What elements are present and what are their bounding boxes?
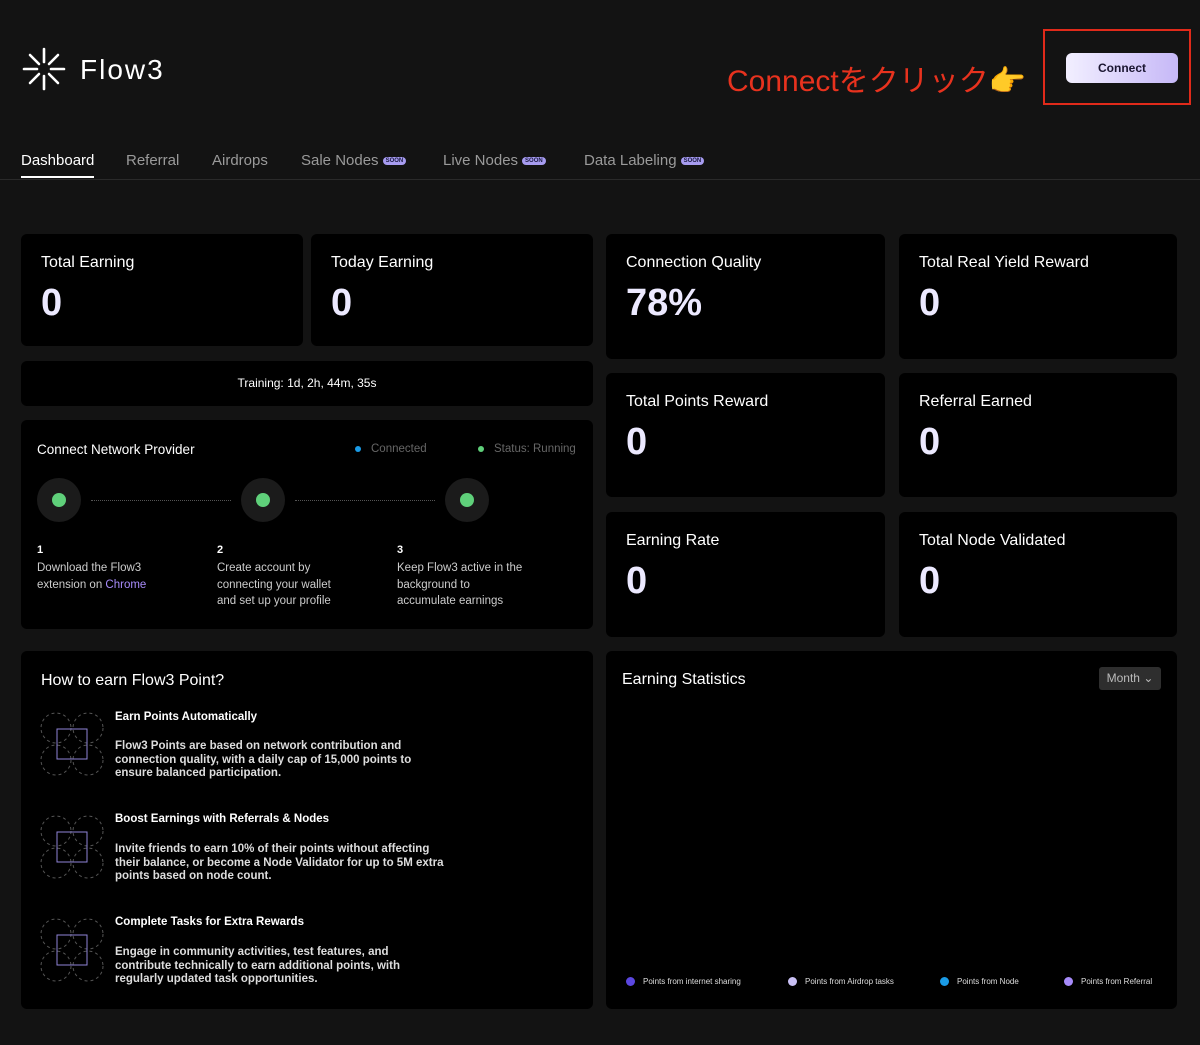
stat-label: Connection Quality bbox=[626, 254, 762, 271]
item-title: Earn Points Automatically bbox=[115, 711, 258, 723]
item-title: Complete Tasks for Extra Rewards bbox=[115, 916, 304, 928]
nav-tab[interactable]: Live Nodes SOON bbox=[443, 152, 546, 169]
nav-tab[interactable]: Data Labeling SOON bbox=[584, 152, 705, 169]
annotation: Connectをクリック👉 bbox=[727, 65, 1027, 98]
legend-dot bbox=[940, 977, 949, 987]
stats-title: Earning Statistics bbox=[622, 671, 746, 688]
stat-label: Today Earning bbox=[331, 254, 434, 271]
legend-item: Points from internet sharing bbox=[626, 977, 741, 987]
training-card: Training: 1d, 2h, 44m, 35s bbox=[21, 361, 593, 406]
stat-card: Total Points Reward 0 bbox=[606, 373, 885, 497]
item-icon bbox=[40, 712, 104, 776]
tab-label: Data Labeling bbox=[584, 152, 677, 169]
provider-card: Connect Network Provider Connected Statu… bbox=[21, 420, 593, 629]
stat-value: 0 bbox=[919, 560, 941, 602]
logo-icon bbox=[22, 47, 66, 91]
step-number: 1 bbox=[37, 544, 44, 556]
tab-label: Live Nodes bbox=[443, 152, 519, 169]
logo-text: Flow3 bbox=[80, 54, 165, 85]
stat-label: Total Points Reward bbox=[626, 393, 769, 410]
legend-dot bbox=[626, 977, 635, 987]
stat-card: Total Real Yield Reward 0 bbox=[899, 234, 1177, 359]
item-text: Invite friends to earn 10% of their poin… bbox=[115, 843, 444, 882]
stat-label: Total Node Validated bbox=[919, 532, 1066, 549]
status-running: Status: Running bbox=[478, 443, 576, 455]
nav-tab[interactable]: Referral bbox=[126, 152, 179, 169]
nav-tab[interactable]: Dashboard bbox=[21, 152, 94, 169]
how-title: How to earn Flow3 Point? bbox=[41, 672, 225, 689]
tab-label: Dashboard bbox=[21, 152, 95, 169]
stat-card: Connection Quality 78% bbox=[606, 234, 885, 359]
nav-tab[interactable]: Airdrops bbox=[212, 152, 268, 169]
item-title: Boost Earnings with Referrals & Nodes bbox=[115, 813, 330, 825]
item-text: Flow3 Points are based on network contri… bbox=[115, 740, 412, 779]
legend-label: Points from internet sharing bbox=[643, 977, 741, 986]
legend-label: Points from Referral bbox=[1081, 977, 1153, 986]
nav-divider bbox=[0, 179, 1200, 180]
stat-card: Total Node Validated 0 bbox=[899, 512, 1177, 637]
legend-label: Points from Node bbox=[957, 977, 1019, 986]
legend-item: Points from Node bbox=[940, 977, 1019, 987]
step-connector bbox=[295, 500, 435, 501]
status-text: Connected bbox=[371, 443, 427, 455]
stat-card: Total Earning 0 bbox=[21, 234, 303, 346]
legend-dot bbox=[1064, 977, 1073, 987]
item-icon bbox=[40, 918, 104, 982]
soon-badge: SOON bbox=[382, 157, 407, 166]
legend-dot bbox=[788, 977, 797, 987]
step-desc: Download the Flow3 extension on bbox=[37, 562, 142, 591]
nav-tab[interactable]: Sale Nodes SOON bbox=[301, 152, 407, 169]
stat-value: 0 bbox=[626, 560, 648, 602]
stat-label: Total Earning bbox=[41, 254, 135, 271]
stat-label: Referral Earned bbox=[919, 393, 1032, 410]
legend-item: Points from Referral bbox=[1064, 977, 1153, 987]
tab-label: Sale Nodes bbox=[301, 152, 379, 169]
legend-label: Points from Airdrop tasks bbox=[805, 977, 894, 986]
legend-item: Points from Airdrop tasks bbox=[788, 977, 894, 987]
tab-label: Airdrops bbox=[212, 152, 268, 169]
period-label: Month bbox=[1106, 671, 1140, 685]
connect-button[interactable]: Connect bbox=[1066, 53, 1178, 83]
tab-underline bbox=[21, 176, 94, 178]
period-select[interactable]: Month ⌄ bbox=[1099, 667, 1161, 690]
step-text: Keep Flow3 active in the background to a… bbox=[397, 562, 523, 607]
step-text: Create account by connecting your wallet… bbox=[217, 562, 331, 607]
highlight-box bbox=[1043, 29, 1191, 105]
stat-label: Earning Rate bbox=[626, 532, 720, 549]
stat-card: Referral Earned 0 bbox=[899, 373, 1177, 497]
status-connected: Connected bbox=[355, 443, 427, 455]
stat-value: 78% bbox=[626, 282, 703, 324]
chrome-link[interactable]: Chrome bbox=[105, 578, 147, 591]
how-to-earn-card: How to earn Flow3 Point? Earn Points Aut… bbox=[21, 651, 593, 1009]
provider-title: Connect Network Provider bbox=[37, 442, 195, 457]
item-text: Engage in community activities, test fea… bbox=[115, 946, 400, 985]
stat-value: 0 bbox=[41, 282, 63, 324]
stat-card: Earning Rate 0 bbox=[606, 512, 885, 637]
stat-value: 0 bbox=[626, 421, 648, 463]
step-dot bbox=[241, 478, 285, 522]
stat-value: 0 bbox=[919, 282, 941, 324]
step-dot bbox=[37, 478, 81, 522]
stat-card: Today Earning 0 bbox=[311, 234, 593, 346]
earning-statistics-card: Earning Statistics Month ⌄ Points from i… bbox=[606, 651, 1177, 1009]
status-text: Status: Running bbox=[494, 443, 576, 455]
training-text: Training: 1d, 2h, 44m, 35s bbox=[237, 376, 377, 390]
stat-value: 0 bbox=[331, 282, 353, 324]
stat-label: Total Real Yield Reward bbox=[919, 254, 1089, 271]
soon-badge: SOON bbox=[522, 157, 546, 166]
step-number: 2 bbox=[217, 544, 224, 556]
step-dot bbox=[445, 478, 489, 522]
step-number: 3 bbox=[397, 544, 404, 556]
tab-label: Referral bbox=[126, 152, 180, 169]
item-icon bbox=[40, 815, 104, 879]
step-text: Download the Flow3 extension on Chrome bbox=[37, 560, 157, 593]
step-connector bbox=[91, 500, 231, 501]
stat-value: 0 bbox=[919, 421, 941, 463]
soon-badge: SOON bbox=[680, 157, 705, 166]
